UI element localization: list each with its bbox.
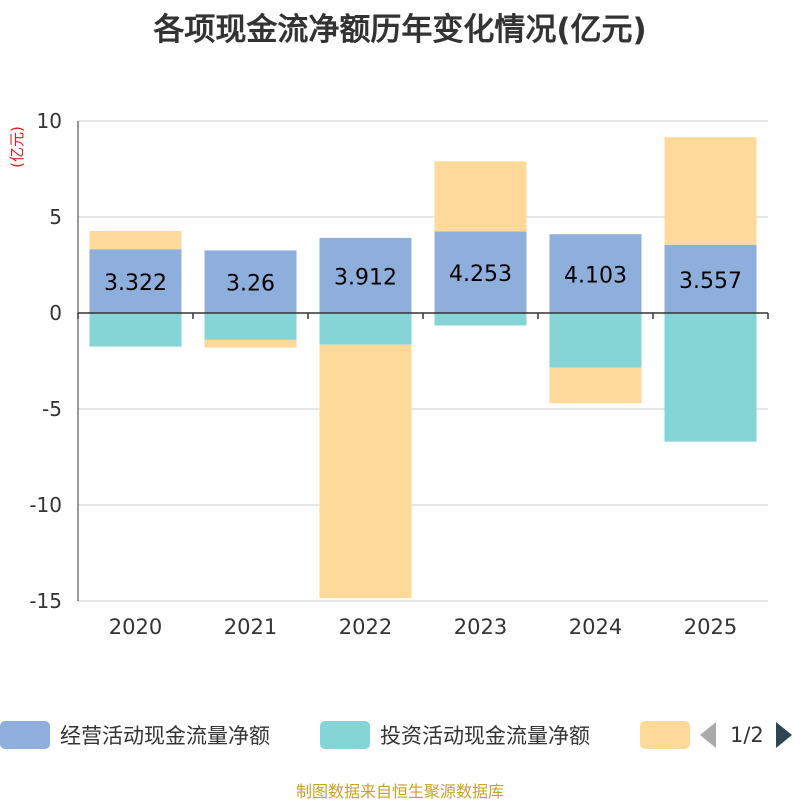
x-tick-label: 2020 <box>109 615 162 639</box>
data-source-note: 制图数据来自恒生聚源数据库 <box>295 782 504 801</box>
bar-3-2022[interactable] <box>319 344 412 599</box>
bar-value-label: 3.322 <box>104 271 167 296</box>
y-axis-label: (亿元) <box>8 126 26 168</box>
x-tick-label: 2021 <box>224 615 277 639</box>
chart-title: 各项现金流净额历年变化情况(亿元) <box>153 12 647 48</box>
bar-3-2020[interactable] <box>89 230 182 250</box>
bar-value-label: 3.912 <box>334 265 397 290</box>
legend-next-page-icon[interactable] <box>775 722 792 748</box>
bar-1-2020[interactable] <box>89 249 182 313</box>
y-tick-label: 10 <box>37 109 62 133</box>
bar-value-label: 4.253 <box>449 262 512 287</box>
y-tick-label: -15 <box>29 589 62 613</box>
bar-value-label: 4.103 <box>564 264 627 289</box>
bar-3-2023[interactable] <box>434 161 527 232</box>
legend-swatch-investing <box>320 721 370 749</box>
bar-value-label: 3.557 <box>679 269 742 294</box>
legend-pager: 1/2 <box>700 718 792 752</box>
bar-1-2021[interactable] <box>204 250 297 313</box>
legend-label-operating: 经营活动现金流量净额 <box>60 724 270 748</box>
bar-2-2021[interactable] <box>204 313 297 340</box>
bar-2-2020[interactable] <box>89 313 182 347</box>
bar-3-2021[interactable] <box>204 339 297 348</box>
x-tick-label: 2024 <box>569 615 622 639</box>
y-tick-label: -5 <box>42 397 62 421</box>
legend-swatch-financing <box>640 721 690 749</box>
y-tick-label: -10 <box>29 493 62 517</box>
bar-1-2023[interactable] <box>434 231 527 313</box>
bar-1-2022[interactable] <box>319 237 412 313</box>
bar-3-2025[interactable] <box>664 137 757 245</box>
y-tick-label: 5 <box>49 205 62 229</box>
legend-item-financing[interactable] <box>640 718 700 752</box>
bar-2-2023[interactable] <box>434 313 527 326</box>
bar-2-2025[interactable] <box>664 313 757 442</box>
bar-2-2022[interactable] <box>319 313 412 345</box>
bar-2-2024[interactable] <box>549 313 642 368</box>
x-tick-label: 2023 <box>454 615 507 639</box>
x-tick-label: 2022 <box>339 615 392 639</box>
y-tick-label: 0 <box>49 301 62 325</box>
legend-item-operating[interactable]: 经营活动现金流量净额 <box>0 718 270 752</box>
legend-prev-page-icon[interactable] <box>700 722 716 748</box>
legend-item-investing[interactable]: 投资活动现金流量净额 <box>320 718 590 752</box>
bar-3-2024[interactable] <box>549 367 642 404</box>
legend-swatch-operating <box>0 721 50 749</box>
bar-1-2025[interactable] <box>664 244 757 313</box>
legend-page-indicator: 1/2 <box>730 723 764 747</box>
bar-value-label: 3.26 <box>226 272 275 297</box>
legend-label-investing: 投资活动现金流量净额 <box>380 724 590 748</box>
x-tick-label: 2025 <box>684 615 737 639</box>
bar-1-2024[interactable] <box>549 234 642 313</box>
